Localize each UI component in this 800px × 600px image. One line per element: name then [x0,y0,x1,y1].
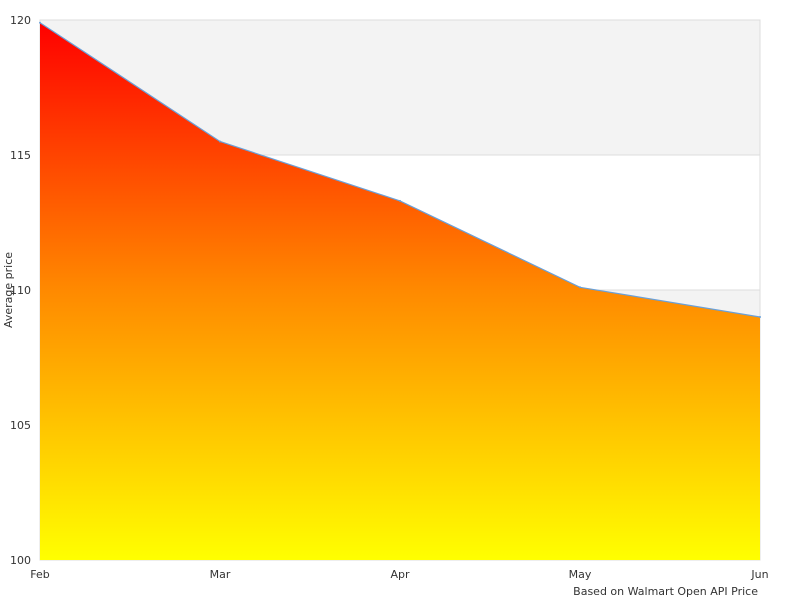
y-tick-label: 110 [10,284,31,297]
data-point[interactable] [579,286,581,289]
y-tick-label: 100 [10,554,31,567]
x-tick-label: May [569,568,592,581]
x-tick-label: Jun [750,568,768,581]
area-series [40,22,760,560]
chart-credit[interactable]: Based on Walmart Open API Price [573,585,758,598]
x-tick-label: Apr [390,568,410,581]
y-tick-label: 105 [10,419,31,432]
data-point[interactable] [219,140,221,143]
x-axis-ticks: Feb Mar Apr May Jun [30,568,768,581]
y-tick-label: 115 [10,149,31,162]
y-axis-title: Average price [2,252,15,328]
x-tick-label: Feb [30,568,49,581]
data-points [39,21,761,318]
x-tick-label: Mar [210,568,231,581]
y-axis-ticks: 100 105 110 115 120 [10,14,31,567]
data-point[interactable] [759,316,761,318]
y-tick-label: 120 [10,14,31,27]
data-point[interactable] [39,21,41,24]
data-point[interactable] [399,199,401,202]
